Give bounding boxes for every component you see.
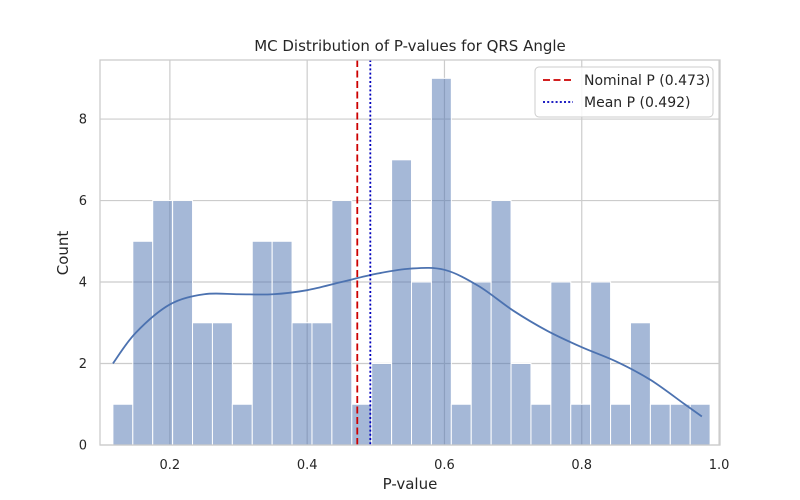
- histogram-bar: [649, 403, 671, 446]
- y-tick-label: 8: [79, 113, 87, 128]
- y-tick-label: 0: [79, 439, 87, 454]
- histogram-bar: [371, 363, 393, 446]
- x-tick-label: 0.8: [571, 458, 592, 473]
- histogram-bar: [351, 403, 373, 446]
- y-tick-label: 4: [79, 276, 87, 291]
- histogram-bar: [291, 322, 313, 446]
- legend-label: Mean P (0.492): [584, 95, 691, 111]
- chart-title: MC Distribution of P-values for QRS Angl…: [254, 37, 566, 55]
- histogram-bar: [411, 281, 432, 446]
- y-tick-label: 2: [79, 357, 87, 372]
- histogram-bar: [629, 322, 651, 446]
- histogram-bar: [391, 159, 413, 446]
- x-tick-label: 0.4: [297, 458, 318, 473]
- histogram-bar: [550, 281, 572, 446]
- histogram-bar: [669, 403, 691, 446]
- histogram-bar: [192, 322, 213, 446]
- histogram-bar: [271, 240, 293, 446]
- plot-area: 0.2 0.4 0.6 0.8 1.0 0 2 4 6 8 Nominal P (0.473) Mea…: [79, 59, 730, 473]
- histogram-bar: [530, 403, 552, 446]
- plot-frame: [99, 59, 721, 446]
- histogram-bar: [211, 322, 233, 446]
- histogram-bar: [430, 77, 452, 446]
- histogram-bar: [112, 403, 134, 446]
- x-tick-label: 0.2: [160, 458, 181, 473]
- histogram-bar: [490, 200, 512, 446]
- histogram-bar: [570, 403, 592, 446]
- legend-label: Nominal P (0.473): [584, 73, 710, 89]
- histogram-bar: [610, 403, 631, 446]
- x-tick-label: 0.6: [434, 458, 455, 473]
- histogram-bar: [251, 240, 273, 446]
- histogram-bar: [590, 281, 612, 446]
- histogram-bar: [470, 281, 492, 446]
- y-axis-label: Count: [54, 231, 72, 276]
- histogram-bar: [231, 403, 253, 446]
- legend: Nominal P (0.473) Mean P (0.492): [534, 66, 714, 118]
- histogram-bar: [510, 363, 532, 446]
- x-tick-label: 1.0: [709, 458, 730, 473]
- histogram-bar: [172, 200, 194, 446]
- legend-box: [534, 66, 714, 118]
- histogram-bar: [450, 403, 472, 446]
- histogram-bar: [132, 240, 154, 446]
- histogram-bar: [311, 322, 333, 446]
- x-tick-labels: 0.2 0.4 0.6 0.8 1.0: [160, 458, 730, 473]
- histogram-bar: [331, 200, 353, 446]
- y-tick-label: 6: [79, 194, 87, 209]
- histogram-bar: [152, 200, 174, 446]
- y-tick-labels: 0 2 4 6 8: [79, 113, 87, 454]
- x-axis-label: P-value: [383, 475, 438, 493]
- kde-curve: [112, 266, 703, 418]
